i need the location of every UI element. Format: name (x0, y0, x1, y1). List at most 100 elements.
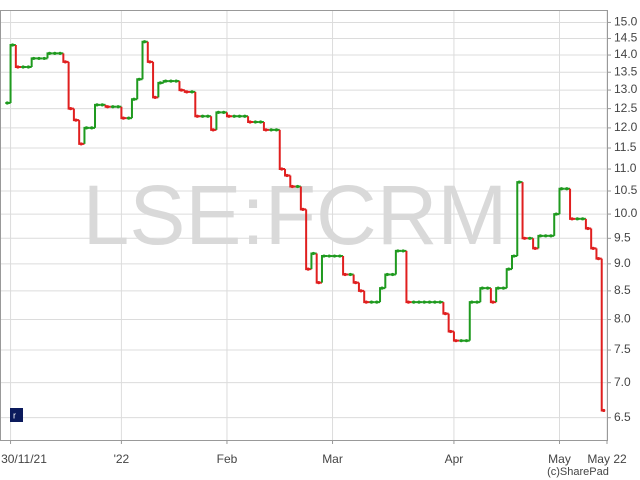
price-point (111, 105, 115, 109)
price-point (47, 51, 52, 55)
price-point (16, 65, 20, 69)
price-point (427, 300, 432, 304)
price-point (380, 286, 384, 290)
price-point (53, 51, 57, 55)
price-point (332, 254, 337, 258)
y-tick-label: 9.5 (614, 230, 631, 244)
price-point (559, 187, 564, 191)
credit: (c)SharePad (547, 466, 609, 478)
price-point (581, 217, 585, 221)
price-point (390, 272, 395, 277)
price-point (100, 103, 104, 107)
price-point (496, 286, 500, 290)
price-point (528, 236, 532, 240)
price-point (200, 114, 205, 118)
price-point (148, 60, 152, 64)
price-point (285, 173, 289, 178)
y-tick-label: 8.5 (614, 283, 631, 297)
price-point (269, 128, 273, 132)
price-point (5, 101, 9, 105)
x-tick-label: Feb (217, 452, 238, 466)
price-point (412, 300, 416, 304)
price-point (443, 312, 447, 316)
price-point (464, 339, 469, 343)
price-point (311, 251, 316, 256)
price-point (549, 234, 553, 238)
logo-icon (10, 408, 23, 422)
price-point (501, 286, 506, 290)
y-tick-label: 11.0 (614, 161, 637, 175)
price-point (306, 267, 310, 271)
price-point (295, 184, 300, 189)
watermark: LSE:FCRM (83, 168, 508, 262)
price-point (375, 300, 379, 304)
price-point (232, 114, 236, 118)
y-tick-label: 14.0 (614, 47, 638, 61)
price-point (280, 167, 284, 171)
price-line (5, 40, 606, 413)
price-point (84, 126, 89, 130)
y-tick-label: 11.5 (614, 140, 637, 154)
price-point (475, 300, 479, 304)
price-point (179, 88, 184, 92)
price-point (158, 81, 162, 85)
price-point (79, 142, 83, 146)
price-point (354, 281, 358, 285)
price-point (369, 300, 374, 304)
x-tick-label: May (548, 452, 571, 466)
price-point (90, 126, 94, 130)
price-point (517, 180, 521, 184)
price-point (227, 114, 231, 118)
price-point (216, 110, 221, 115)
price-point (243, 114, 247, 118)
price-point (153, 95, 157, 99)
price-point (591, 246, 595, 250)
price-point (259, 120, 263, 124)
price-point (248, 120, 252, 124)
price-point (586, 226, 590, 231)
price-point (222, 110, 226, 115)
price-point (301, 207, 305, 211)
price-point (142, 40, 147, 44)
price-point (32, 56, 36, 61)
price-point (74, 118, 78, 122)
price-point (396, 249, 400, 253)
y-tick-label: 9.0 (614, 256, 631, 270)
price-point (58, 51, 62, 55)
price-point (570, 217, 574, 221)
price-point (486, 286, 490, 290)
price-point (105, 105, 110, 109)
price-point (264, 128, 268, 132)
price-point (565, 187, 569, 191)
price-point (470, 300, 474, 304)
y-tick-label: 13.5 (614, 64, 638, 78)
price-point (132, 97, 136, 101)
price-point (512, 254, 516, 258)
plot-frame (0, 10, 608, 441)
price-point (538, 234, 542, 238)
y-tick-label: 12.5 (614, 101, 638, 115)
y-tick-label: 8.0 (614, 312, 631, 326)
y-tick-label: 14.5 (614, 31, 638, 45)
x-tick-label: Mar (322, 452, 343, 466)
price-point (406, 300, 411, 304)
y-tick-label: 6.5 (614, 410, 631, 424)
price-point (185, 90, 189, 94)
price-point (417, 300, 421, 304)
price-point (385, 272, 389, 277)
price-point (127, 116, 131, 120)
price-point (433, 300, 437, 304)
price-point (533, 246, 537, 250)
price-point (454, 339, 458, 343)
price-point (480, 286, 484, 290)
price-point (137, 77, 141, 81)
price-point (602, 408, 606, 413)
price-point (522, 236, 527, 240)
price-point (327, 254, 331, 258)
price-point (253, 120, 257, 124)
price-point (206, 114, 210, 118)
price-point (211, 128, 215, 132)
price-point (42, 56, 46, 61)
price-point (164, 79, 168, 83)
